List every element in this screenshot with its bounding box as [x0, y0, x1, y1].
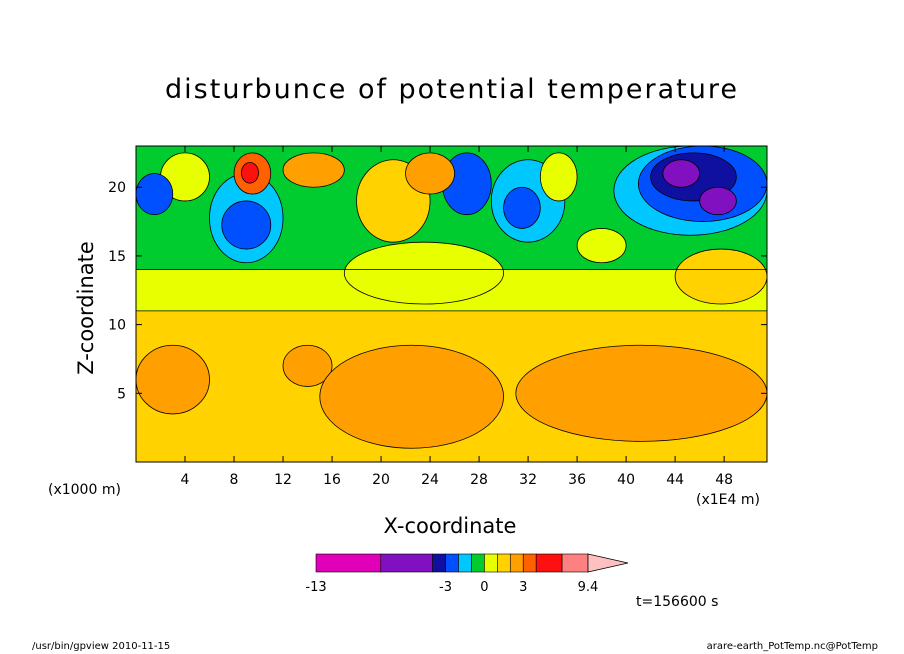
- x-tick-label: 20: [372, 472, 390, 488]
- footer-program-date: /usr/bin/gpview 2010-11-15: [32, 641, 171, 652]
- contour-region: [576, 228, 627, 264]
- colorbar-label: 9.4: [578, 580, 599, 595]
- colorbar-label: -3: [439, 580, 452, 595]
- contour-region: [515, 344, 767, 442]
- contour-region: [662, 159, 701, 188]
- colorbar-label: 3: [519, 580, 527, 595]
- contour-region: [282, 152, 345, 188]
- contour-region: [343, 241, 504, 305]
- x-tick-label: 28: [470, 472, 488, 488]
- x-axis-unit-right: (x1E4 m): [696, 492, 760, 508]
- colorbar-bin: [432, 553, 446, 573]
- y-tick-label: 10: [108, 318, 126, 334]
- x-tick-label: 32: [519, 472, 537, 488]
- x-tick-label: 44: [666, 472, 684, 488]
- y-tick-label: 20: [108, 180, 126, 196]
- colorbar-label: 0: [480, 580, 488, 595]
- contour-region: [136, 173, 174, 216]
- x-axis-label: X-coordinate: [383, 514, 517, 538]
- contour-region: [405, 152, 455, 195]
- colorbar-bin: [561, 553, 589, 573]
- time-label: t=156600 s: [636, 594, 719, 610]
- x-axis-unit-left: (x1000 m): [48, 482, 121, 498]
- colorbar-bin: [484, 553, 498, 573]
- y-tick-label: 5: [117, 386, 126, 402]
- colorbar-bin: [380, 553, 433, 573]
- contour-region: [240, 162, 259, 184]
- chart-title: disturbunce of potential temperature: [165, 74, 739, 105]
- contour-region: [136, 344, 210, 415]
- colorbar-label: -13: [305, 580, 326, 595]
- contour-region: [319, 344, 504, 449]
- footer-source-file: arare-earth_PotTemp.nc@PotTemp: [706, 641, 878, 652]
- x-tick-label: 24: [421, 472, 439, 488]
- contour-region: [539, 152, 578, 202]
- plot-frame: [135, 145, 768, 463]
- x-tick-label: 48: [715, 472, 733, 488]
- colorbar-bin: [535, 553, 563, 573]
- x-tick-label: 4: [181, 472, 190, 488]
- y-tick-label: 15: [108, 249, 126, 265]
- contour-region: [221, 200, 272, 250]
- colorbar-bin: [471, 553, 485, 573]
- x-tick-label: 40: [617, 472, 635, 488]
- contour-region: [674, 248, 767, 305]
- colorbar-arrow: [587, 553, 629, 573]
- colorbar-bin: [497, 553, 511, 573]
- x-tick-label: 8: [230, 472, 239, 488]
- x-tick-label: 12: [274, 472, 292, 488]
- x-tick-label: 36: [568, 472, 586, 488]
- colorbar-bin: [458, 553, 472, 573]
- colorbar-bin: [445, 553, 459, 573]
- contour-region: [699, 186, 737, 216]
- contour-region: [282, 344, 333, 387]
- contour-fill-group: [136, 146, 767, 462]
- x-tick-label: 16: [323, 472, 341, 488]
- colorbar-bin: [315, 553, 382, 573]
- colorbar-bin: [509, 553, 524, 573]
- y-axis-label: Z-coordinate: [74, 241, 98, 375]
- contour-region: [503, 186, 541, 229]
- colorbar-bin: [522, 553, 537, 573]
